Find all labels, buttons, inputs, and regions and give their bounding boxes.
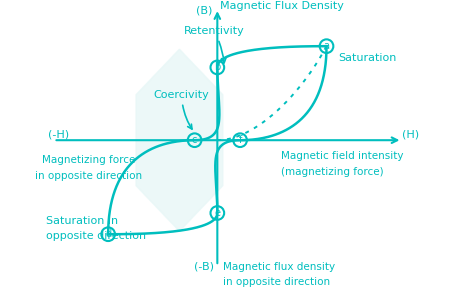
Polygon shape: [136, 49, 223, 231]
Text: e: e: [214, 208, 220, 218]
Text: (-B): (-B): [194, 262, 214, 271]
Text: Retentivity: Retentivity: [184, 26, 245, 63]
Text: Magnetic Flux Density: Magnetic Flux Density: [220, 1, 344, 11]
Text: Saturation in: Saturation in: [46, 216, 118, 226]
Text: b: b: [214, 62, 220, 73]
Text: in opposite direction: in opposite direction: [35, 171, 142, 181]
Text: c: c: [192, 135, 197, 145]
Text: f: f: [239, 135, 242, 145]
Text: Magnetic field intensity: Magnetic field intensity: [281, 151, 404, 161]
Text: Coercivity: Coercivity: [153, 90, 209, 129]
Text: a: a: [324, 41, 330, 51]
Text: (-H): (-H): [47, 129, 69, 139]
Text: Magnetic flux density: Magnetic flux density: [223, 262, 336, 271]
Text: Magnetizing force: Magnetizing force: [42, 155, 135, 165]
Text: (H): (H): [402, 129, 419, 139]
Text: (B): (B): [196, 5, 213, 15]
Text: Saturation: Saturation: [339, 53, 397, 63]
Text: in opposite direction: in opposite direction: [223, 277, 331, 287]
Text: (magnetizing force): (magnetizing force): [281, 168, 384, 177]
Text: d: d: [105, 229, 111, 239]
Text: opposite direction: opposite direction: [46, 231, 146, 241]
